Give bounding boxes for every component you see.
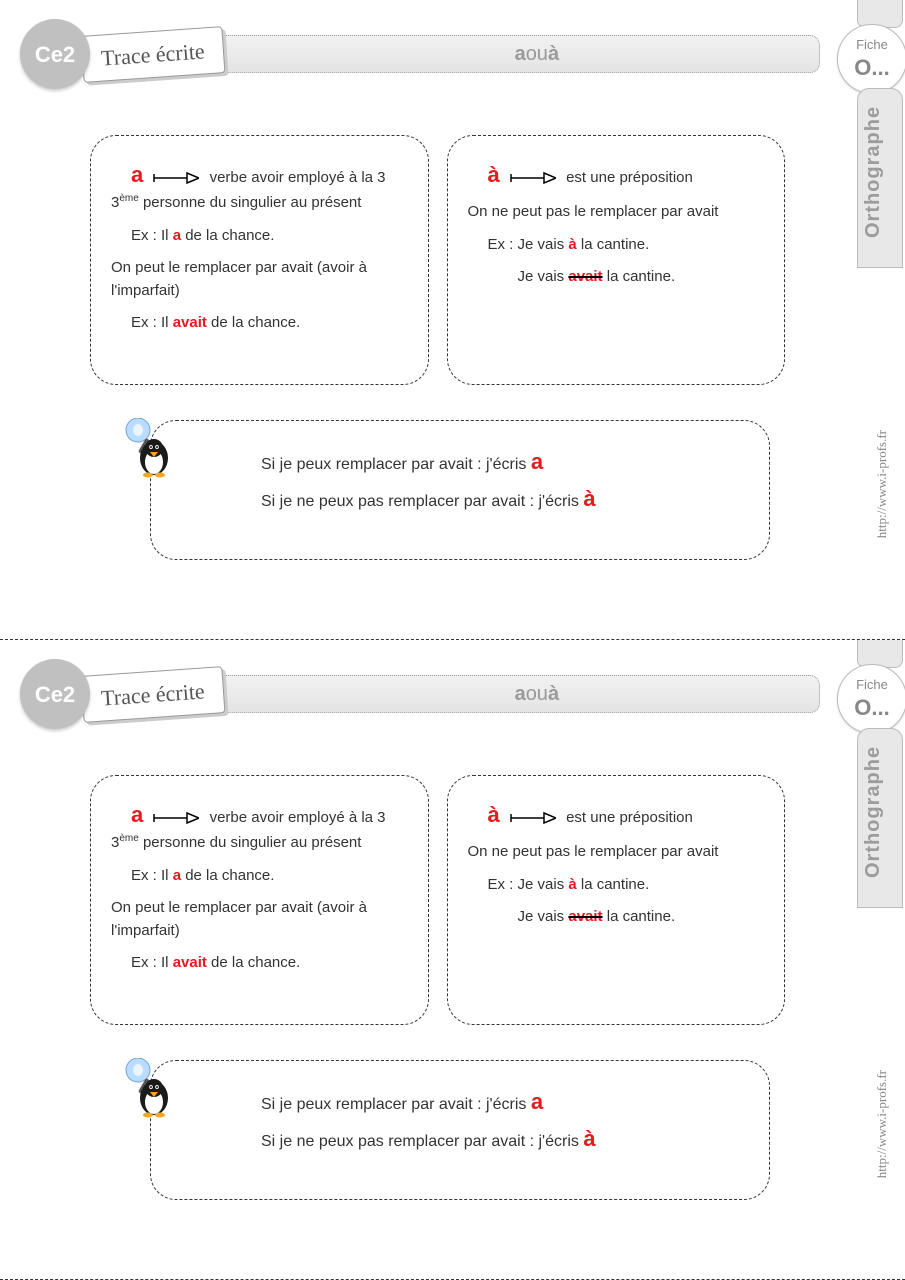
rule-box: Si je peux remplacer par avait : j'écris…: [150, 420, 770, 560]
rule-line-2: Si je ne peux pas remplacer par avait : …: [261, 482, 739, 515]
arrow-icon: [153, 811, 199, 825]
fiche-label: Fiche: [856, 37, 888, 52]
definition-box-a: a verbe avoir employé à la 33ème personn…: [90, 135, 429, 385]
fiche-number: O...: [838, 697, 905, 719]
penguin-icon: [120, 418, 176, 486]
definition-box-a: a verbe avoir employé à la 33ème personn…: [90, 775, 429, 1025]
source-url: http://www.i-profs.fr: [872, 1070, 892, 1178]
rule-line-2: Si je ne peux pas remplacer par avait : …: [261, 1122, 739, 1155]
title-bar: a ou à: [214, 35, 820, 73]
fiche-badge: Fiche O...: [837, 664, 905, 734]
side-column: FicheO...Orthographe: [855, 0, 905, 268]
subject-tab: Orthographe: [857, 88, 903, 268]
rule-line-1: Si je peux remplacer par avait : j'écris…: [261, 445, 739, 478]
rule-line-1: Si je peux remplacer par avait : j'écris…: [261, 1085, 739, 1118]
definition-row: a verbe avoir employé à la 33ème personn…: [90, 135, 785, 385]
grade-badge: Ce2: [20, 659, 90, 729]
fiche-badge: Fiche O...: [837, 24, 905, 94]
trace-label: Trace écrite: [81, 26, 226, 83]
grade-badge: Ce2: [20, 19, 90, 89]
fiche-label: Fiche: [856, 677, 888, 692]
trace-label: Trace écrite: [81, 666, 226, 723]
worksheet-top: FicheO...Orthographehttp://www.i-profs.f…: [0, 0, 905, 640]
source-url: http://www.i-profs.fr: [872, 430, 892, 538]
definition-box-a-grave: à est une prépositionOn ne peut pas le r…: [447, 775, 786, 1025]
arrow-icon: [153, 171, 199, 185]
side-column: FicheO...Orthographe: [855, 640, 905, 908]
header: Ce2Trace écritea ou à: [20, 664, 820, 724]
header: Ce2Trace écritea ou à: [20, 24, 820, 84]
definition-row: a verbe avoir employé à la 33ème personn…: [90, 775, 785, 1025]
definition-box-a-grave: à est une prépositionOn ne peut pas le r…: [447, 135, 786, 385]
rule-wrapper: Si je peux remplacer par avait : j'écris…: [125, 420, 770, 560]
rule-wrapper: Si je peux remplacer par avait : j'écris…: [125, 1060, 770, 1200]
penguin-icon: [120, 1058, 176, 1126]
subject-tab: Orthographe: [857, 728, 903, 908]
rule-box: Si je peux remplacer par avait : j'écris…: [150, 1060, 770, 1200]
arrow-icon: [510, 811, 556, 825]
worksheet-bottom: FicheO...Orthographehttp://www.i-profs.f…: [0, 640, 905, 1280]
arrow-icon: [510, 171, 556, 185]
fiche-number: O...: [838, 57, 905, 79]
title-bar: a ou à: [214, 675, 820, 713]
